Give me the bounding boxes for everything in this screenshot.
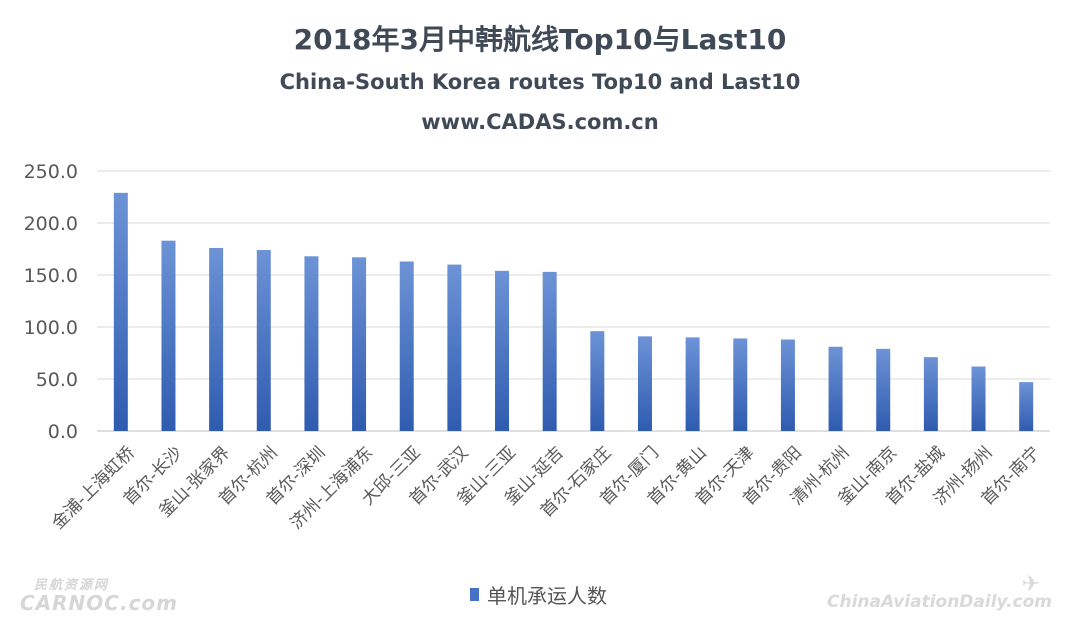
legend: 单机承运人数 [470,581,607,608]
y-tick-label: 150.0 [24,265,78,287]
bar [828,346,843,431]
plane-icon: ✈ [1021,572,1040,597]
x-tick-label: 金浦-上海虹桥 [48,443,139,534]
bar [1019,382,1034,431]
bar [304,256,319,431]
y-tick-label: 100.0 [24,317,78,339]
bar [209,247,224,431]
x-tick-label: 济州-上海浦东 [286,443,377,534]
y-tick-label: 250.0 [24,161,78,183]
bar [161,240,176,431]
bar [876,348,891,431]
gridlines [97,170,1050,432]
y-tick-label: 200.0 [24,213,78,235]
bar [590,331,605,431]
y-tick-label: 0.0 [48,421,78,443]
y-tick-label: 50.0 [36,369,78,391]
bar [733,338,748,431]
website-url: www.CADAS.com.cn [421,110,659,134]
carnoc-watermark: 民航资源网 CARNOC.com [20,578,179,615]
chart-title-cn: 2018年3月中韩航线Top10与Last10 [293,23,787,56]
bars [113,192,1034,431]
bar [923,357,938,431]
chinaaviationdaily-watermark: ChinaAviationDaily.com [826,592,1052,612]
legend-label: 单机承运人数 [487,583,607,608]
bar [780,339,795,431]
x-axis-ticks: 金浦-上海虹桥首尔-长沙釜山-张家界首尔-杭州首尔-深圳济州-上海浦东大邱-三亚… [48,443,1044,534]
chart-title-en: China-South Korea routes Top10 and Last1… [279,70,801,94]
bar [542,271,557,431]
bar [447,264,462,431]
bar [352,257,367,431]
bar [637,336,652,431]
bar [971,366,986,431]
bar [113,192,128,431]
y-axis-ticks: 0.0 50.0 100.0 150.0 200.0 250.0 [24,161,78,443]
bar [495,270,510,431]
bar [256,250,271,431]
bar [399,261,414,431]
bar [685,337,700,431]
legend-swatch [470,587,479,601]
